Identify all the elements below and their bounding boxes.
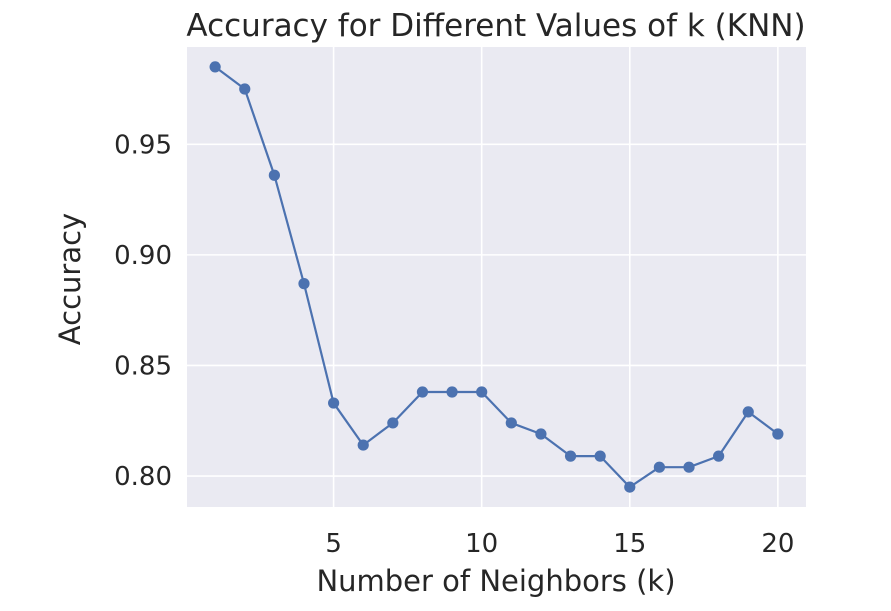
data-point (624, 481, 636, 493)
data-point (476, 386, 488, 398)
data-point (357, 439, 369, 451)
data-point (505, 417, 517, 429)
y-tick-label: 0.80 (114, 462, 172, 492)
data-point (683, 461, 695, 473)
x-axis-label: Number of Neighbors (k) (316, 564, 675, 598)
data-point (268, 169, 280, 181)
series-points (209, 61, 784, 493)
x-tick-label: 15 (613, 529, 646, 559)
x-tick-label: 5 (325, 529, 342, 559)
y-tick-label: 0.90 (114, 241, 172, 271)
y-axis-label: Accuracy (53, 213, 87, 345)
data-point (209, 61, 221, 73)
x-tick-labels: 5 10 15 20 (325, 529, 794, 559)
data-point (446, 386, 458, 398)
data-point (387, 417, 399, 429)
data-point (416, 386, 429, 398)
data-point (535, 428, 547, 440)
data-point (564, 450, 577, 462)
chart-title: Accuracy for Different Values of k (KNN) (186, 8, 805, 44)
data-point (298, 278, 310, 290)
data-point (239, 83, 251, 95)
data-point (772, 428, 784, 440)
y-tick-labels: 0.80 0.85 0.90 0.95 (114, 130, 172, 492)
grid-lines (187, 47, 806, 507)
data-point (742, 406, 754, 418)
data-point (594, 450, 606, 462)
y-tick-label: 0.85 (114, 351, 172, 381)
data-point (713, 450, 725, 462)
plot-area (187, 47, 806, 507)
data-point (328, 397, 340, 409)
data-point (653, 461, 665, 473)
y-tick-label: 0.95 (114, 130, 172, 160)
x-tick-label: 10 (465, 529, 498, 559)
x-tick-label: 20 (761, 529, 794, 559)
